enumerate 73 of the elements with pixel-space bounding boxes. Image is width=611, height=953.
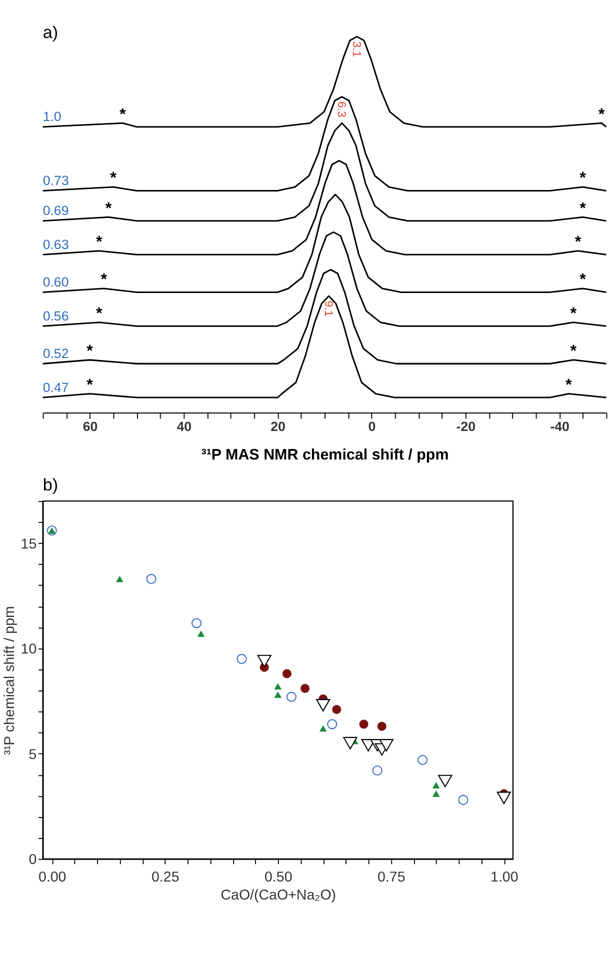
point bbox=[319, 725, 327, 732]
series-label: 0.47 bbox=[42, 380, 69, 395]
point bbox=[197, 630, 205, 637]
point bbox=[257, 654, 272, 668]
point bbox=[274, 692, 282, 698]
annotation: * bbox=[86, 376, 94, 394]
x-tick-label: 60 bbox=[82, 419, 98, 434]
annotation: * bbox=[100, 270, 108, 289]
y-tick-label: 15 bbox=[20, 536, 37, 552]
annotation: * bbox=[110, 169, 118, 188]
x-tick-label: 40 bbox=[176, 419, 192, 434]
annotation: 9.1 bbox=[322, 300, 334, 317]
y-tick-label: 0 bbox=[28, 852, 37, 868]
x-axis-title: ³¹P MAS NMR chemical shift / ppm bbox=[201, 446, 449, 464]
annotation: * bbox=[105, 199, 112, 218]
x-tick-label: -20 bbox=[456, 419, 476, 434]
point bbox=[418, 754, 428, 766]
point bbox=[327, 719, 338, 730]
annotation: * bbox=[96, 304, 104, 323]
y-axis-title: ³¹P chemical shift / ppm bbox=[2, 606, 18, 755]
annotation: 6.3 bbox=[335, 102, 348, 118]
point bbox=[286, 692, 296, 702]
point bbox=[191, 618, 202, 628]
point bbox=[316, 699, 330, 712]
chart-title: a) bbox=[42, 22, 58, 42]
series-label: 0.69 bbox=[42, 203, 69, 218]
annotation: * bbox=[580, 199, 587, 218]
point bbox=[146, 574, 156, 584]
y-tick-label: 5 bbox=[28, 746, 37, 763]
point bbox=[359, 720, 368, 729]
point bbox=[438, 774, 452, 788]
x-tick-label: 0.75 bbox=[378, 869, 406, 886]
y-tick-label: 10 bbox=[20, 642, 37, 658]
series-label: 0.73 bbox=[42, 173, 69, 188]
series-label: 0.63 bbox=[42, 236, 69, 252]
x-tick-label: 20 bbox=[270, 419, 286, 434]
annotation: * bbox=[570, 342, 578, 360]
annotation: * bbox=[119, 105, 126, 124]
annotation: * bbox=[574, 233, 582, 252]
x-tick-label: 0 bbox=[368, 419, 376, 434]
point bbox=[332, 704, 342, 714]
chart-title: b) bbox=[42, 474, 58, 495]
annotation: * bbox=[598, 105, 606, 124]
annotation: * bbox=[96, 233, 104, 252]
x-tick-label: 0.00 bbox=[38, 869, 66, 886]
point bbox=[432, 790, 440, 797]
annotation: * bbox=[86, 342, 94, 360]
x-tick-label: 0.25 bbox=[151, 869, 180, 886]
point bbox=[343, 736, 358, 750]
point bbox=[300, 684, 310, 693]
annotation: 3.1 bbox=[350, 41, 362, 58]
point bbox=[377, 722, 386, 731]
series-label: 0.60 bbox=[42, 274, 69, 290]
point bbox=[282, 669, 292, 678]
annotation: * bbox=[566, 376, 573, 394]
series-label: 1.0 bbox=[42, 109, 62, 124]
x-tick-label: 1.00 bbox=[490, 869, 518, 886]
point bbox=[274, 683, 282, 690]
point bbox=[496, 792, 512, 804]
x-tick-label: 0.50 bbox=[264, 869, 292, 886]
series-label: 0.56 bbox=[42, 308, 69, 324]
annotation: * bbox=[580, 169, 587, 188]
series-label: 0.52 bbox=[42, 346, 69, 361]
annotation: * bbox=[570, 304, 578, 323]
point bbox=[432, 782, 440, 788]
point bbox=[236, 654, 247, 664]
x-axis-title: CaO/(CaO+Na₂O) bbox=[220, 887, 336, 904]
x-tick-label: -40 bbox=[550, 419, 570, 434]
point bbox=[372, 765, 382, 776]
annotation: * bbox=[580, 270, 587, 289]
point bbox=[379, 739, 394, 752]
point bbox=[458, 794, 468, 806]
point bbox=[116, 576, 124, 582]
